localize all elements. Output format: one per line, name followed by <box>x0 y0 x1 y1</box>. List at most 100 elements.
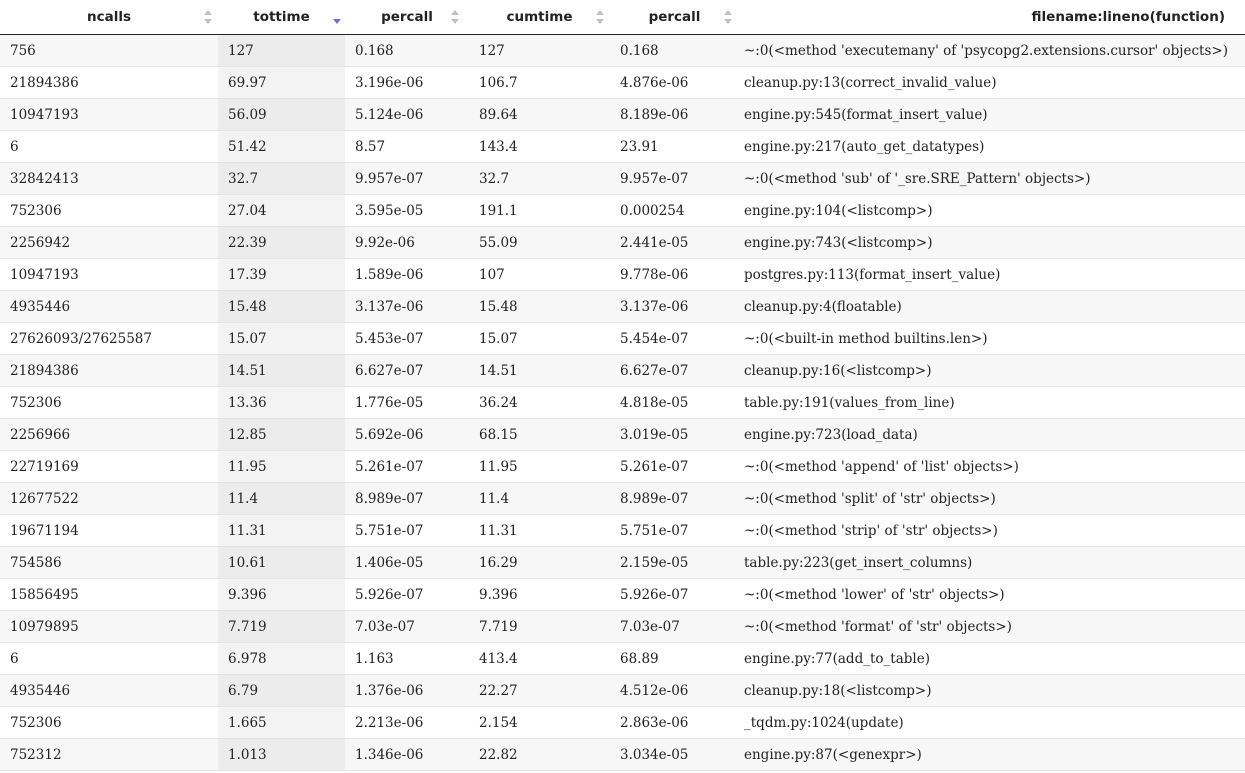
ncalls-cell: 752306 <box>0 386 218 419</box>
tottime-cell: 13.36 <box>218 386 345 419</box>
ncalls-cell: 4935446 <box>0 674 218 707</box>
table-row[interactable]: 6 51.42 8.57 143.4 23.91 engine.py:217(auto_g… <box>0 130 1245 163</box>
percall-2-cell: 5.261e-07 <box>610 450 739 483</box>
table-row[interactable]: 756 127 0.168 127 0.168 ~:0(<method 'executem… <box>0 34 1245 67</box>
function-cell: _tqdm.py:1024(update) <box>739 706 1245 739</box>
ncalls-cell: 752312 <box>0 738 218 771</box>
table-row[interactable]: 752312 1.013 1.346e-06 22.82 3.034e-05 engine… <box>0 738 1245 771</box>
percall-2-cell: 4.512e-06 <box>610 674 739 707</box>
function-cell: table.py:223(get_insert_columns) <box>739 546 1245 579</box>
table-row[interactable]: 754586 10.61 1.406e-05 16.29 2.159e-05 table.… <box>0 546 1245 579</box>
sort-descending-icon <box>333 19 341 24</box>
percall-1-cell: 5.124e-06 <box>345 98 469 131</box>
function-cell: engine.py:77(add_to_table) <box>739 642 1245 675</box>
cumtime-cell: 89.64 <box>469 98 610 131</box>
ncalls-cell: 4935446 <box>0 290 218 323</box>
table-row[interactable]: 12677522 11.4 8.989e-07 11.4 8.989e-07 ~:0(<m… <box>0 482 1245 515</box>
function-cell: ~:0(<method 'sub' of '_sre.SRE_Pattern' … <box>739 162 1245 195</box>
ncalls-cell: 754586 <box>0 546 218 579</box>
cumtime-cell: 11.31 <box>469 514 610 547</box>
tottime-cell: 11.95 <box>218 450 345 483</box>
ncalls-cell: 19671194 <box>0 514 218 547</box>
table-row[interactable]: 2256966 12.85 5.692e-06 68.15 3.019e-05 engin… <box>0 418 1245 451</box>
ncalls-cell: 32842413 <box>0 162 218 195</box>
function-cell: ~:0(<method 'split' of 'str' objects>) <box>739 482 1245 515</box>
header-ncalls[interactable]: ncalls <box>0 0 218 35</box>
ncalls-cell: 21894386 <box>0 354 218 387</box>
percall-2-cell: 9.778e-06 <box>610 258 739 291</box>
table-row[interactable]: 752306 13.36 1.776e-05 36.24 4.818e-05 table.… <box>0 386 1245 419</box>
table-row[interactable]: 32842413 32.7 9.957e-07 32.7 9.957e-07 ~:0(<m… <box>0 162 1245 195</box>
tottime-cell: 51.42 <box>218 130 345 163</box>
percall-2-cell: 2.863e-06 <box>610 706 739 739</box>
table-row[interactable]: 21894386 14.51 6.627e-07 14.51 6.627e-07 clea… <box>0 354 1245 387</box>
tottime-cell: 15.48 <box>218 290 345 323</box>
ncalls-cell: 6 <box>0 130 218 163</box>
table-row[interactable]: 10979895 7.719 7.03e-07 7.719 7.03e-07 ~:0(<m… <box>0 610 1245 643</box>
function-cell: ~:0(<built-in method builtins.len>) <box>739 322 1245 355</box>
table-row[interactable]: 2256942 22.39 9.92e-06 55.09 2.441e-05 engine… <box>0 226 1245 259</box>
table-row[interactable]: 4935446 15.48 3.137e-06 15.48 3.137e-06 clean… <box>0 290 1245 323</box>
tottime-cell: 14.51 <box>218 354 345 387</box>
cumtime-cell: 15.48 <box>469 290 610 323</box>
percall-1-cell: 6.627e-07 <box>345 354 469 387</box>
percall-2-cell: 5.454e-07 <box>610 322 739 355</box>
tottime-cell: 7.719 <box>218 610 345 643</box>
tottime-cell: 10.61 <box>218 546 345 579</box>
header-cumtime[interactable]: cumtime <box>469 0 610 35</box>
cumtime-cell: 107 <box>469 258 610 291</box>
header-percall-2[interactable]: percall <box>610 0 739 35</box>
ncalls-cell: 10979895 <box>0 610 218 643</box>
tottime-cell: 69.97 <box>218 66 345 99</box>
tottime-cell: 127 <box>218 34 345 67</box>
ncalls-cell: 22719169 <box>0 450 218 483</box>
header-tottime[interactable]: tottime <box>218 0 345 35</box>
percall-2-cell: 9.957e-07 <box>610 162 739 195</box>
table-row[interactable]: 19671194 11.31 5.751e-07 11.31 5.751e-07 ~:0(… <box>0 514 1245 547</box>
function-cell: ~:0(<method 'executemany' of 'psycopg2.e… <box>739 34 1245 67</box>
cumtime-cell: 191.1 <box>469 194 610 227</box>
table-row[interactable]: 752306 27.04 3.595e-05 191.1 0.000254 engine.… <box>0 194 1245 227</box>
percall-2-cell: 5.751e-07 <box>610 514 739 547</box>
table-row[interactable]: 27626093/27625587 15.07 5.453e-07 15.07 5.45… <box>0 322 1245 355</box>
tottime-cell: 22.39 <box>218 226 345 259</box>
cumtime-cell: 11.4 <box>469 482 610 515</box>
table-row[interactable]: 21894386 69.97 3.196e-06 106.7 4.876e-06 clea… <box>0 66 1245 99</box>
function-cell: ~:0(<method 'append' of 'list' objects>) <box>739 450 1245 483</box>
percall-1-cell: 1.776e-05 <box>345 386 469 419</box>
percall-1-cell: 5.261e-07 <box>345 450 469 483</box>
table-row[interactable]: 10947193 56.09 5.124e-06 89.64 8.189e-06 engi… <box>0 98 1245 131</box>
percall-1-cell: 9.957e-07 <box>345 162 469 195</box>
percall-2-cell: 7.03e-07 <box>610 610 739 643</box>
sort-both-icon <box>451 10 459 24</box>
tottime-cell: 32.7 <box>218 162 345 195</box>
ncalls-cell: 6 <box>0 642 218 675</box>
table-row[interactable]: 15856495 9.396 5.926e-07 9.396 5.926e-07 ~:0(… <box>0 578 1245 611</box>
function-cell: ~:0(<method 'strip' of 'str' objects>) <box>739 514 1245 547</box>
table-row[interactable]: 6 6.978 1.163 413.4 68.89 engine.py:77(add_to… <box>0 642 1245 675</box>
percall-2-cell: 4.876e-06 <box>610 66 739 99</box>
percall-2-cell: 2.441e-05 <box>610 226 739 259</box>
percall-1-cell: 2.213e-06 <box>345 706 469 739</box>
header-percall-1[interactable]: percall <box>345 0 469 35</box>
tottime-cell: 56.09 <box>218 98 345 131</box>
percall-1-cell: 5.751e-07 <box>345 514 469 547</box>
tottime-cell: 1.013 <box>218 738 345 771</box>
table-row[interactable]: 22719169 11.95 5.261e-07 11.95 5.261e-07 ~:0(… <box>0 450 1245 483</box>
cumtime-cell: 7.719 <box>469 610 610 643</box>
cumtime-cell: 22.82 <box>469 738 610 771</box>
header-percall-1-label: percall <box>381 9 433 25</box>
cumtime-cell: 55.09 <box>469 226 610 259</box>
percall-1-cell: 1.406e-05 <box>345 546 469 579</box>
cumtime-cell: 36.24 <box>469 386 610 419</box>
function-cell: cleanup.py:18(<listcomp>) <box>739 674 1245 707</box>
sort-both-icon <box>596 10 604 24</box>
tottime-cell: 9.396 <box>218 578 345 611</box>
table-row[interactable]: 4935446 6.79 1.376e-06 22.27 4.512e-06 cleanu… <box>0 674 1245 707</box>
function-cell: ~:0(<method 'format' of 'str' objects>) <box>739 610 1245 643</box>
percall-1-cell: 7.03e-07 <box>345 610 469 643</box>
table-row[interactable]: 10947193 17.39 1.589e-06 107 9.778e-06 postgr… <box>0 258 1245 291</box>
function-cell: ~:0(<method 'lower' of 'str' objects>) <box>739 578 1245 611</box>
table-row[interactable]: 752306 1.665 2.213e-06 2.154 2.863e-06 _tqdm.… <box>0 706 1245 739</box>
cumtime-cell: 14.51 <box>469 354 610 387</box>
